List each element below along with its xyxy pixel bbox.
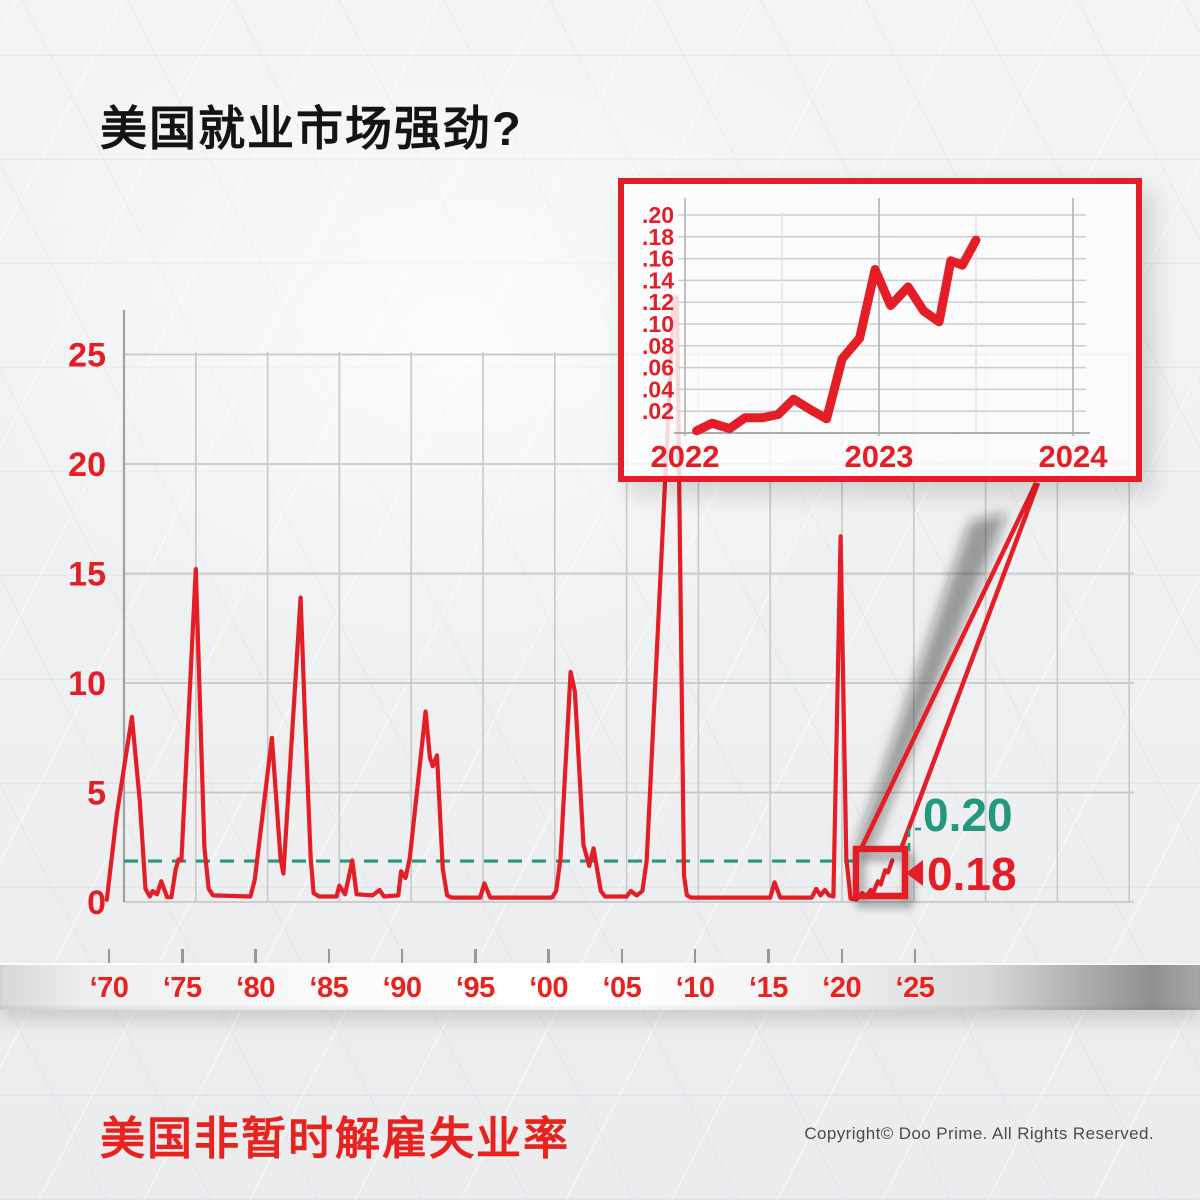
x-axis-tick	[327, 949, 331, 963]
x-axis-tick	[693, 949, 697, 963]
x-axis-tick-label: ‘95	[455, 972, 495, 1004]
callout-arrow-left-triangle-icon	[906, 860, 923, 886]
inset-y-tick-label: .14	[642, 267, 674, 293]
inset-y-tick-label: .08	[642, 333, 674, 359]
inset-y-tick-label: .12	[642, 289, 674, 315]
x-axis-tick-label: ‘85	[309, 972, 349, 1004]
x-axis-tick	[767, 949, 770, 963]
chart-footer-title: 美国非暂时解雇失业率	[100, 1113, 571, 1164]
main-data-line	[104, 295, 895, 902]
beam-line-left	[858, 482, 1039, 850]
inset-y-tick-label: .16	[642, 246, 674, 272]
inset-chart-canvas: .20.18.16.14.12.10.08.06.04.02 2022 2023 20…	[642, 198, 1109, 474]
threshold-value-label: 0.20	[923, 789, 1013, 841]
threshold-elbow-dashes	[907, 827, 921, 851]
x-axis-tick	[107, 949, 111, 963]
inset-y-tick-label: .04	[642, 376, 674, 402]
beam-shadow	[852, 512, 1008, 858]
x-axis-tick	[620, 949, 624, 963]
x-axis-tick	[913, 949, 917, 963]
x-axis-tick-label: ‘20	[822, 972, 862, 1004]
inset-y-tick-label: .10	[642, 311, 674, 337]
x-axis-tick-label: ‘75	[162, 972, 202, 1004]
inset-y-tick-label: .02	[642, 398, 674, 424]
main-y-tick-label: 25	[68, 337, 106, 375]
beam-line-right	[898, 482, 1041, 850]
inset-y-tick-label: .18	[642, 224, 674, 250]
main-y-tick-label: 5	[87, 775, 106, 813]
copyright-text: Copyright© Doo Prime. All Rights Reserve…	[804, 1124, 1154, 1143]
main-y-tick-label: 15	[68, 556, 106, 594]
current-value-label: 0.18	[927, 848, 1017, 900]
x-axis-tick	[400, 949, 404, 963]
x-axis-tick-label: ‘05	[602, 972, 642, 1004]
x-axis-tick-label: ‘70	[89, 972, 129, 1004]
inset-y-tick-label: .06	[642, 355, 674, 381]
x-axis-tick	[547, 949, 550, 963]
main-y-tick-label: 0	[87, 884, 106, 922]
highlight-box	[852, 845, 909, 900]
x-axis-tick-label: ‘90	[382, 972, 422, 1004]
x-axis-tick-label: ‘25	[895, 972, 935, 1004]
main-y-tick-label: 10	[68, 665, 106, 703]
inset-zoom-chart: .20.18.16.14.12.10.08.06.04.02 2022 2023 20…	[618, 178, 1142, 482]
x-axis-ribbon: ‘70 ‘75 ‘80 ‘85 ‘90 ‘95 ‘00 ‘05 ‘10 ‘15 ‘20 ‘25	[0, 949, 1200, 1010]
x-axis-tick-label: ‘10	[675, 972, 715, 1004]
x-axis-tick-label: ‘00	[529, 972, 569, 1004]
x-axis-tick-label: ‘15	[749, 972, 788, 1004]
x-axis-tick	[254, 949, 257, 963]
x-axis-tick	[474, 949, 477, 963]
page-title: 美国就业市场强劲?	[100, 102, 523, 155]
x-axis-tick-label: ‘80	[236, 972, 275, 1004]
inset-x-tick-label: 2023	[845, 439, 914, 474]
inset-x-tick-label: 2022	[651, 439, 720, 474]
main-y-tick-label: 20	[68, 446, 106, 484]
x-axis-tick	[181, 949, 184, 963]
x-axis-tick	[840, 949, 843, 963]
inset-data-line	[692, 235, 981, 436]
inset-y-tick-label: .20	[642, 202, 674, 228]
inset-x-tick-label: 2024	[1039, 439, 1109, 474]
